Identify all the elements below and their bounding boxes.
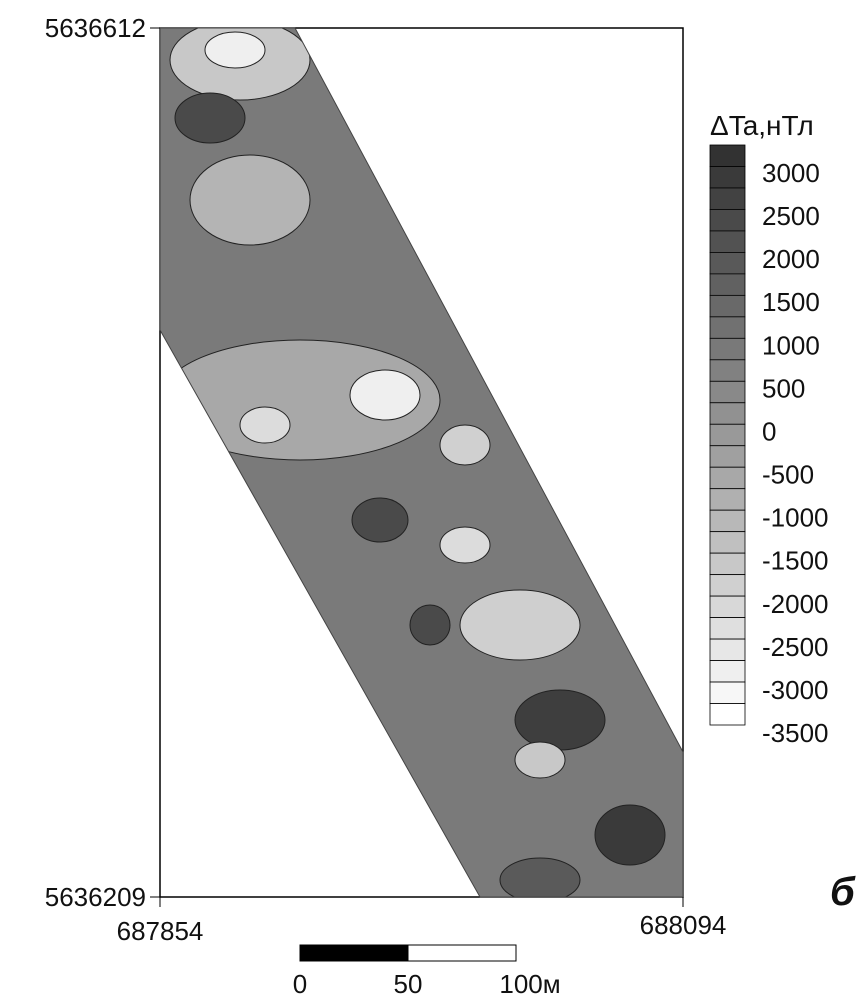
anomaly [351,497,409,543]
colorbar-label: 500 [762,373,805,403]
colorbar-box [709,445,746,468]
colorbar-label: -500 [762,460,814,490]
colorbar-box [709,166,746,189]
colorbar-box [709,660,746,683]
anomaly [204,31,266,69]
scale-label: 100м [499,969,560,999]
colorbar-box [709,509,746,533]
colorbar-box [709,144,746,167]
colorbar-label: -2500 [762,632,829,662]
colorbar-label: 0 [762,416,776,446]
colorbar-label: -3000 [762,675,829,705]
anomaly [239,406,291,444]
scale-label: 0 [293,969,307,999]
anomaly [439,424,491,466]
colorbar-box [709,337,746,361]
anomaly [499,857,581,897]
colorbar-box [709,316,746,339]
colorbar-box [709,380,746,404]
colorbar-box [709,574,746,597]
colorbar-box [709,617,746,640]
colorbar-box [709,681,746,704]
anomaly [514,741,566,779]
colorbar-label: 2500 [762,201,820,231]
y-top-label: 5636612 [45,13,146,43]
colorbar-box [709,423,746,447]
scale-label: 50 [394,969,423,999]
colorbar-box [709,552,746,576]
colorbar-box [709,209,746,232]
colorbar-box [709,703,746,726]
colorbar-box [709,294,746,318]
colorbar-label: 3000 [762,158,820,188]
colorbar-box [709,402,746,425]
colorbar-label: 2000 [762,244,820,274]
colorbar-box [709,595,746,618]
anomaly [160,339,441,461]
colorbar-box [709,638,746,661]
colorbar-label: -1000 [762,503,829,533]
colorbar-box [709,252,746,275]
anomaly [459,589,581,661]
colorbar-label: -3500 [762,718,829,748]
colorbar-box [709,230,746,253]
colorbar-box [709,359,746,382]
anomaly [409,604,451,646]
anomaly [174,92,246,144]
anomaly [439,526,491,564]
x-left-label: 687854 [117,916,204,946]
colorbar-label: 1000 [762,330,820,360]
colorbar-box [709,466,746,490]
colorbar-label: -2000 [762,589,829,619]
x-right-label: 688094 [640,910,727,940]
anomaly [514,689,606,751]
colorbar-label: 1500 [762,287,820,317]
colorbar-box [709,488,746,511]
scale-bar-black [299,944,409,962]
colorbar-box [709,187,746,210]
y-bottom-label: 5636209 [45,882,146,912]
colorbar-box [709,273,746,296]
panel-letter: б [830,870,856,914]
colorbar: 3000 2500 2000 1500 1000 500 0 -500 -1000 -1500 -2… [709,144,829,748]
colorbar-box [709,531,746,554]
anomaly [349,369,421,421]
anomaly [594,804,666,866]
anomaly [189,154,311,246]
colorbar-label: -1500 [762,546,829,576]
colorbar-title: ΔTa,нТл [710,110,814,141]
scale-bar-white [407,944,517,962]
